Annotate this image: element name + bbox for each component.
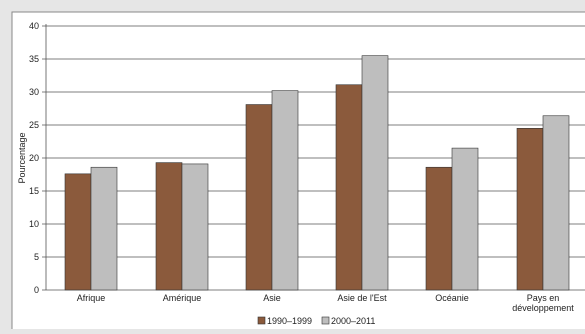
category-labels: Afrique Amérique Asie Asie de l'Est Océanie P…: [77, 293, 575, 313]
bar: [425, 166, 453, 291]
bar: [155, 162, 183, 291]
legend-swatch-1990-1999: [257, 316, 266, 325]
category-label: Océanie: [435, 293, 469, 303]
y-tick-label: 25: [29, 120, 39, 130]
y-tick-label: 40: [29, 21, 39, 31]
y-tick-label: 30: [29, 87, 39, 97]
bar: [271, 90, 299, 291]
y-tick-label: 10: [29, 219, 39, 229]
y-tick-label: 5: [34, 252, 39, 262]
y-tick-label: 0: [34, 285, 39, 295]
bar: [451, 147, 479, 291]
category-label: Afrique: [77, 293, 106, 303]
bar: [516, 128, 544, 291]
legend: 1990–1999 2000–2011: [257, 316, 375, 326]
y-tick-label: 15: [29, 186, 39, 196]
y-axis-title: Pourcentage: [17, 132, 27, 183]
category-label: Amérique: [163, 293, 202, 303]
y-tick-label: 35: [29, 54, 39, 64]
legend-swatch-2000-2011: [321, 316, 330, 325]
bar: [90, 166, 118, 291]
bar: [335, 84, 363, 291]
category-label: Asie: [263, 293, 281, 303]
bar: [64, 173, 92, 291]
bars: [64, 55, 570, 291]
bar: [361, 55, 389, 291]
category-label: Asie de l'Est: [337, 293, 387, 303]
legend-label-1990-1999: 1990–1999: [267, 316, 312, 326]
category-label: Pays en développement: [512, 293, 574, 313]
bar: [542, 115, 570, 291]
y-tick-labels: 0 5 10 15 20 25 30 35 40: [29, 21, 39, 295]
y-tick-label: 20: [29, 153, 39, 163]
bar: [245, 104, 273, 291]
bar: [181, 163, 209, 291]
grid-lines: [42, 24, 585, 291]
legend-label-2000-2011: 2000–2011: [331, 316, 375, 326]
